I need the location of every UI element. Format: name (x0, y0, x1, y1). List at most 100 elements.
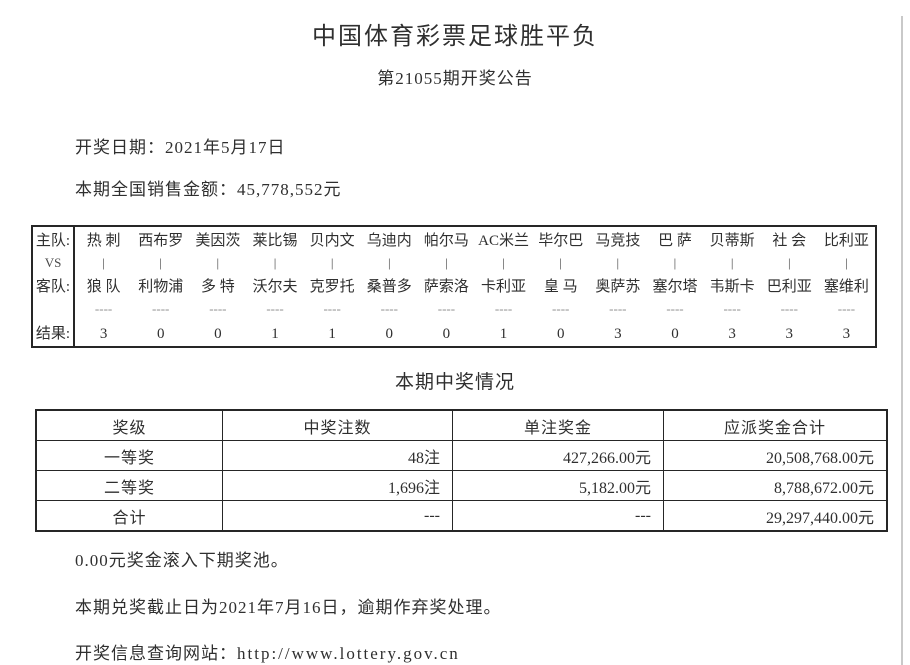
home-team-name: 比利亚 (823, 233, 869, 249)
home-team-name: 西布罗 (138, 233, 184, 249)
match-column: 莱比锡 | 沃尔夫 ---- 1 (246, 227, 303, 346)
separator-dashes: ---- (666, 301, 684, 316)
winning-bets-header: 中奖注数 (222, 409, 453, 441)
separator-dashes: ---- (494, 301, 513, 316)
vs-bar: | (673, 255, 677, 270)
match-column: 贝蒂斯 | 韦斯卡 ---- 3 (704, 227, 761, 346)
away-team-name: 塞维利 (823, 279, 869, 295)
home-team-name: 热 刺 (86, 233, 121, 249)
website-label: 开奖信息查询网站： (75, 644, 237, 663)
vs-bar: | (102, 255, 105, 270)
away-team-name: 利物浦 (138, 279, 184, 295)
vs-bar: | (616, 255, 620, 270)
separator-dashes: ---- (152, 301, 170, 316)
match-result-value: 0 (385, 326, 394, 342)
rollover-note: 0.00元奖金滚入下期奖池。 (75, 551, 289, 570)
prize-level-cell: 二等奖 (35, 470, 223, 501)
home-team-row-label: 主队: (35, 233, 71, 249)
prize-section-title: 本期中奖情况 (394, 372, 515, 393)
vs-row-label: VS (44, 255, 62, 270)
prize-table-row: 一等奖 48注 427,266.00元 20,508,768.00元 (35, 440, 888, 471)
away-team-name: 桑普多 (366, 279, 412, 295)
match-result-value: 0 (156, 326, 165, 342)
winning-bets-cell: --- (222, 500, 453, 532)
match-table-label-column: 主队: VS 客队: 结果: (33, 227, 75, 346)
home-team-name: 帕尔马 (423, 233, 469, 249)
redeem-deadline-note: 本期兑奖截止日为2021年7月16日，逾期作弃奖处理。 (75, 598, 502, 617)
separator-dashes: ---- (609, 301, 627, 316)
separator-dashes: ---- (723, 301, 741, 316)
prize-level-cell: 合计 (35, 500, 223, 532)
away-team-name: 克罗托 (309, 279, 355, 295)
match-column: 毕尔巴 | 皇 马 ---- 0 (532, 227, 589, 346)
vs-bar: | (559, 255, 562, 270)
prize-level-cell: 一等奖 (35, 440, 223, 471)
match-column: 社 会 | 巴利亚 ---- 3 (761, 227, 818, 346)
home-team-name: 乌迪内 (366, 233, 412, 249)
away-team-name: 皇 马 (543, 279, 578, 295)
home-team-name: AC米兰 (478, 233, 529, 249)
website-url: http://www.lottery.gov.cn (237, 644, 460, 663)
single-prize-cell: 427,266.00元 (452, 440, 664, 471)
home-team-name: 毕尔巴 (538, 233, 584, 249)
prize-table: 奖级 中奖注数 单注奖金 应派奖金合计 一等奖 48注 427,266.00元 … (35, 409, 888, 532)
match-result-value: 3 (614, 326, 622, 342)
total-prize-cell: 8,788,672.00元 (663, 470, 888, 501)
single-prize-header: 单注奖金 (452, 409, 664, 441)
match-result-value: 0 (556, 326, 565, 342)
separator-dashes: ---- (780, 301, 798, 316)
vs-bar: | (216, 255, 220, 270)
winning-bets-cell: 48注 (222, 440, 453, 471)
home-team-name: 美因茨 (195, 233, 241, 249)
match-result-value: 3 (728, 326, 736, 342)
page-subtitle: 第21055期开奖公告 (377, 69, 533, 88)
separator-dashes: ---- (552, 301, 570, 316)
vs-bar: | (787, 255, 791, 270)
away-team-name: 卡利亚 (481, 279, 527, 295)
vs-bar: | (159, 255, 163, 270)
home-team-name: 巴 萨 (658, 233, 692, 249)
result-row-label: 结果: (35, 326, 71, 342)
match-result-value: 3 (842, 326, 851, 342)
away-team-name: 狼 队 (86, 279, 121, 295)
vs-bar: | (387, 255, 391, 270)
away-team-name: 多 特 (200, 279, 235, 295)
page-title: 中国体育彩票足球胜平负 (312, 24, 598, 50)
vs-bar: | (845, 255, 848, 270)
home-team-name: 莱比锡 (252, 233, 298, 249)
match-result-value: 3 (785, 326, 794, 342)
match-column: AC米兰 | 卡利亚 ---- 1 (475, 227, 532, 346)
single-prize-cell: 5,182.00元 (452, 470, 664, 501)
separator-dashes: ---- (94, 301, 113, 316)
home-team-name: 社 会 (772, 233, 807, 249)
match-result-value: 1 (328, 326, 336, 342)
prize-table-row: 合计 --- --- 29,297,440.00元 (35, 500, 888, 532)
match-column: 乌迪内 | 桑普多 ---- 0 (361, 227, 418, 346)
sales-amount-line: 本期全国销售金额：45,778,552元 (75, 180, 342, 199)
prize-table-header-row: 奖级 中奖注数 单注奖金 应派奖金合计 (35, 409, 888, 441)
separator-dashes: ---- (380, 301, 398, 316)
match-result-value: 0 (671, 326, 679, 342)
away-team-name: 塞尔塔 (652, 279, 698, 295)
match-column: 帕尔马 | 萨索洛 ---- 0 (418, 227, 475, 346)
match-column: 巴 萨 | 塞尔塔 ---- 0 (646, 227, 703, 346)
match-result-value: 0 (214, 326, 222, 342)
prize-level-header: 奖级 (35, 409, 223, 441)
vs-bar: | (730, 255, 734, 270)
separator-row-label (33, 301, 73, 320)
total-prize-cell: 20,508,768.00元 (663, 440, 888, 471)
away-team-name: 萨索洛 (423, 279, 469, 295)
away-team-name: 奥萨苏 (595, 279, 641, 295)
separator-dashes: ---- (437, 301, 456, 316)
match-column: 热 刺 | 狼 队 ---- 3 (75, 227, 132, 346)
home-team-name: 贝蒂斯 (709, 233, 755, 249)
home-team-name: 马竞技 (595, 233, 641, 249)
match-result-value: 1 (271, 326, 279, 342)
home-team-name: 贝内文 (309, 233, 355, 249)
match-result-value: 3 (99, 326, 108, 342)
winning-bets-cell: 1,696注 (222, 470, 453, 501)
match-column: 比利亚 | 塞维利 ---- 3 (818, 227, 875, 346)
page-right-edge (901, 16, 903, 665)
single-prize-cell: --- (452, 500, 664, 532)
separator-dashes: ---- (266, 301, 284, 316)
